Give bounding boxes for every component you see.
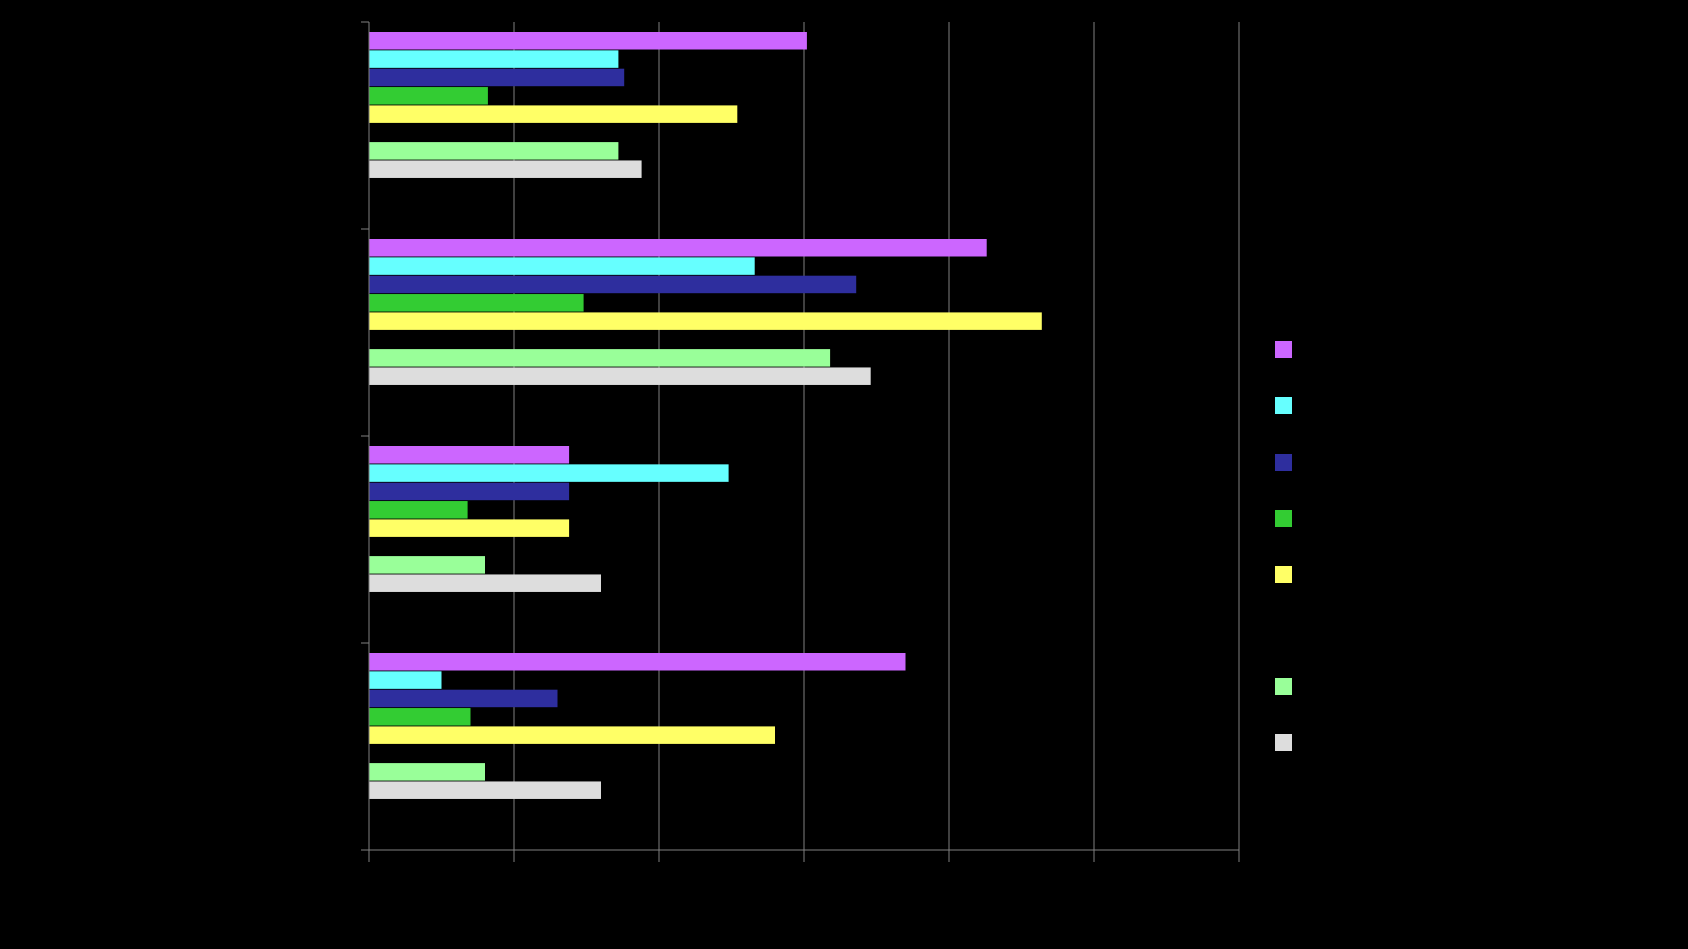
bar-series-2-category-4	[369, 671, 442, 689]
bar-series-5-category-3	[369, 519, 570, 537]
axes	[361, 21, 1240, 862]
bar-series-4-category-2	[369, 294, 584, 312]
bar-series-1-category-4	[369, 653, 906, 671]
gridlines	[513, 22, 1240, 850]
bar-series-1-category-2	[369, 239, 987, 257]
bar-series-5-category-1	[369, 105, 738, 123]
bar-series-2-category-2	[369, 257, 755, 275]
bar-series-6-category-2	[369, 349, 831, 367]
bar-series-3-category-4	[369, 689, 558, 708]
bar-series-1-category-1	[369, 32, 807, 50]
bar-series-5-category-4	[369, 726, 775, 744]
bar-series-4-category-4	[369, 708, 471, 726]
bar-series-6-category-3	[369, 556, 485, 574]
legend	[1275, 341, 1292, 751]
bar-series-3-category-1	[369, 68, 625, 87]
bar-series-7-category-2	[369, 367, 871, 385]
bar-series-6-category-1	[369, 142, 619, 160]
bar-series-3-category-3	[369, 482, 570, 501]
legend-swatch-series-6	[1275, 678, 1292, 695]
legend-swatch-series-5	[1275, 566, 1292, 583]
bar-series-3-category-2	[369, 275, 857, 294]
bar-series-4-category-1	[369, 87, 488, 105]
legend-swatch-series-7	[1275, 734, 1292, 751]
bar-series-4-category-3	[369, 501, 468, 519]
bar-series-2-category-1	[369, 50, 619, 68]
legend-swatch-series-4	[1275, 510, 1292, 527]
bar-series-2-category-3	[369, 464, 729, 482]
bar-series-6-category-4	[369, 763, 485, 781]
legend-swatch-series-1	[1275, 341, 1292, 358]
bar-series-7-category-4	[369, 781, 601, 799]
legend-swatch-series-2	[1275, 397, 1292, 414]
bar-series-1-category-3	[369, 446, 570, 464]
bar-series-7-category-1	[369, 160, 642, 178]
bars	[369, 32, 1042, 799]
bar-series-7-category-3	[369, 574, 601, 592]
bar-series-5-category-2	[369, 312, 1042, 330]
legend-swatch-series-3	[1275, 454, 1292, 471]
